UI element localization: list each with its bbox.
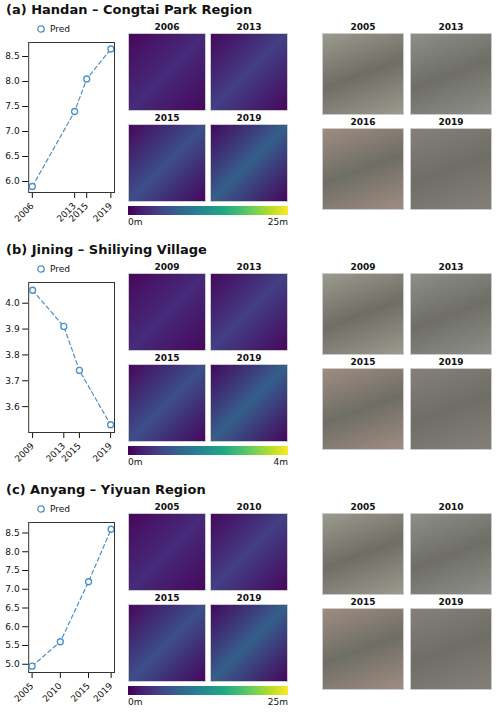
- html-text:2015: 2015: [154, 113, 180, 123]
- svg-text:2009: 2009: [13, 441, 36, 464]
- html-text:2015: 2015: [350, 357, 376, 367]
- svg-text:2015: 2015: [69, 681, 92, 704]
- html-text:2005: 2005: [350, 22, 376, 32]
- svg-text:4.0: 4.0: [5, 298, 20, 308]
- svg-text:3.6: 3.6: [5, 402, 20, 412]
- html-text:2019: 2019: [438, 357, 464, 367]
- svg-text:3.7: 3.7: [5, 376, 19, 386]
- svg-text:2019: 2019: [91, 681, 114, 704]
- svg-text:8.0: 8.0: [5, 76, 20, 86]
- svg-text:2019: 2019: [91, 201, 114, 224]
- html-text:2019: 2019: [236, 353, 262, 363]
- html-text:2015: 2015: [154, 353, 180, 363]
- svg-text:5.5: 5.5: [5, 640, 19, 650]
- svg-text:7.5: 7.5: [5, 565, 19, 575]
- svg-text:6.0: 6.0: [5, 176, 20, 186]
- html-text:2005: 2005: [350, 502, 376, 512]
- html-text:Pred: Pred: [50, 504, 70, 514]
- html-text:2019: 2019: [438, 117, 464, 127]
- html-text:2009: 2009: [350, 262, 376, 272]
- svg-text:2005: 2005: [12, 681, 35, 704]
- svg-text:6.5: 6.5: [5, 603, 19, 613]
- html-text:2015: 2015: [154, 593, 180, 603]
- html-text:2013: 2013: [236, 22, 262, 32]
- svg-text:7.5: 7.5: [5, 101, 19, 111]
- html-text:2009: 2009: [154, 262, 180, 272]
- svg-text:7.0: 7.0: [5, 126, 20, 136]
- html-text:0m: 0m: [128, 457, 143, 467]
- html-text:(c) Anyang – Yiyuan Region: (c) Anyang – Yiyuan Region: [6, 482, 206, 497]
- svg-text:3.8: 3.8: [5, 350, 20, 360]
- svg-text:6.5: 6.5: [5, 151, 19, 161]
- html-text:4m: 4m: [273, 457, 288, 467]
- html-text:2019: 2019: [236, 113, 262, 123]
- svg-text:2015: 2015: [60, 441, 83, 464]
- html-text:25m: 25m: [267, 697, 288, 707]
- svg-text:2013: 2013: [54, 200, 79, 224]
- html-text:2010: 2010: [438, 502, 464, 512]
- svg-text:6.0: 6.0: [5, 622, 20, 632]
- html-text:Pred: Pred: [50, 264, 70, 274]
- html-text:2016: 2016: [350, 117, 376, 127]
- html-text:(b) Jining – Shiliying Village: (b) Jining – Shiliying Village: [6, 242, 207, 257]
- svg-text:8.5: 8.5: [5, 528, 19, 538]
- html-text:25m: 25m: [267, 217, 288, 227]
- html-text:Pred: Pred: [50, 24, 70, 34]
- svg-text:5.0: 5.0: [5, 659, 20, 669]
- svg-text:7.0: 7.0: [5, 584, 20, 594]
- html-text:2015: 2015: [350, 597, 376, 607]
- html-text:2005: 2005: [154, 502, 180, 512]
- svg-text:8.5: 8.5: [5, 51, 19, 61]
- svg-text:2013: 2013: [44, 440, 68, 464]
- svg-text:8.0: 8.0: [5, 547, 20, 557]
- html-text:(a) Handan – Congtai Park Regi: (a) Handan – Congtai Park Region: [6, 2, 253, 17]
- html-text:2019: 2019: [438, 597, 464, 607]
- html-text:0m: 0m: [128, 697, 143, 707]
- html-text:2013: 2013: [236, 262, 262, 272]
- svg-text:2006: 2006: [13, 201, 36, 224]
- html-text:2013: 2013: [438, 262, 464, 272]
- html-text:2019: 2019: [236, 593, 262, 603]
- html-text:2010: 2010: [236, 502, 262, 512]
- svg-text:2019: 2019: [91, 441, 114, 464]
- svg-text:2010: 2010: [40, 681, 63, 704]
- svg-text:2015: 2015: [67, 201, 90, 224]
- html-text:2013: 2013: [438, 22, 464, 32]
- html-text:2006: 2006: [154, 22, 180, 32]
- html-text:0m: 0m: [128, 217, 143, 227]
- svg-text:3.9: 3.9: [5, 324, 20, 334]
